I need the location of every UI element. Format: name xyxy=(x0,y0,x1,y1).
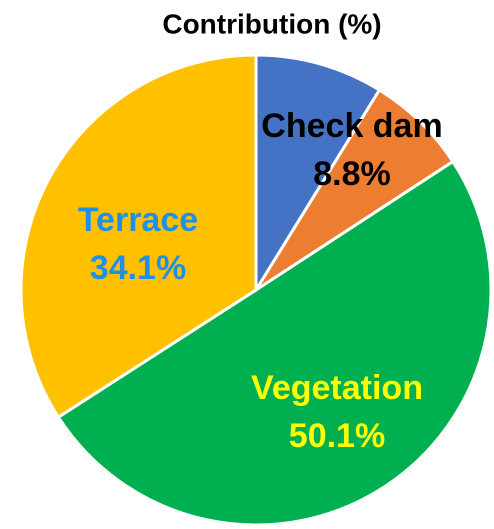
pie-slice xyxy=(19,53,258,420)
value-label: 50.1% xyxy=(289,417,385,455)
pie-slice xyxy=(254,53,382,296)
chart-title: Contribution (%) xyxy=(162,8,381,39)
pie-slice xyxy=(254,87,455,292)
value-label: 8.8% xyxy=(313,155,391,193)
value-label: 34.1% xyxy=(90,249,186,287)
slice-label: Terrace xyxy=(78,201,198,239)
pie-slice xyxy=(56,159,493,527)
slice-label: Vegetation xyxy=(251,369,423,407)
slice-label: Check dam xyxy=(261,107,442,145)
